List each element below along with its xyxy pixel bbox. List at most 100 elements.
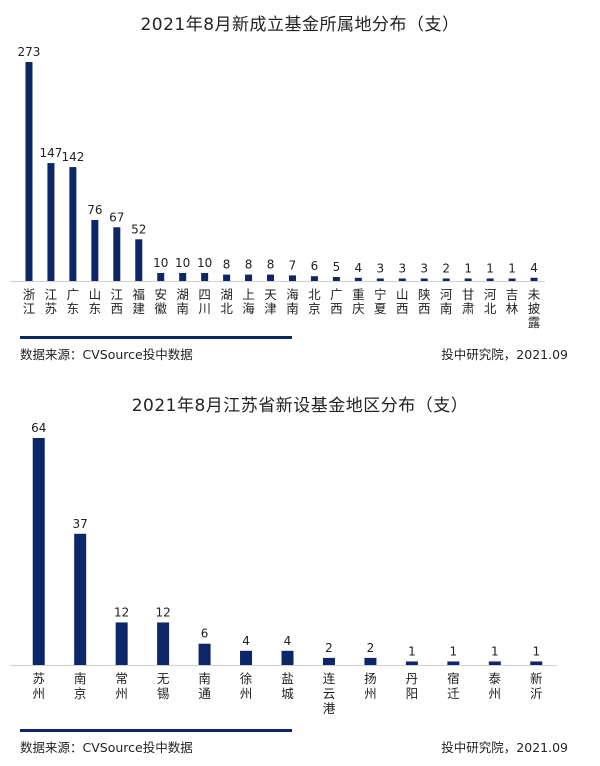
category-label: 陕西 bbox=[418, 287, 431, 316]
bar-福建 bbox=[135, 239, 143, 281]
value-label: 1 bbox=[408, 644, 416, 658]
chart-panel-2: 2021年8月江苏省新设基金地区分布（支） 64 苏州 37 南京 12 常州 12 无锡 6 南… bbox=[0, 383, 600, 766]
category-label: 海南 bbox=[286, 287, 299, 316]
category-label: 河北 bbox=[484, 287, 497, 316]
category-label: 甘肃 bbox=[462, 287, 475, 316]
category-label: 宿迁 bbox=[447, 671, 460, 701]
bar-南通 bbox=[198, 643, 211, 665]
category-label: 山西 bbox=[396, 287, 409, 316]
category-label: 湖北 bbox=[220, 287, 233, 316]
category-label: 江西 bbox=[111, 287, 124, 316]
bar-重庆 bbox=[354, 277, 362, 281]
category-label: 湖南 bbox=[176, 287, 189, 316]
bar-新沂 bbox=[530, 661, 543, 665]
value-label: 1 bbox=[508, 262, 516, 276]
category-label: 安徽 bbox=[154, 287, 167, 316]
value-label: 52 bbox=[131, 222, 146, 236]
category-label: 丹阳 bbox=[406, 671, 419, 701]
credit-label-1: 投中研究院，2021.09 bbox=[441, 347, 568, 362]
bar-天津 bbox=[267, 274, 275, 281]
category-label: 浙江 bbox=[23, 287, 36, 316]
value-label: 10 bbox=[175, 256, 190, 270]
bar-无锡 bbox=[157, 622, 170, 665]
chart-panel-1: 2021年8月新成立基金所属地分布（支） 273 浙江 147 江苏 142 广东 76 山东… bbox=[0, 0, 600, 380]
bar-吉林 bbox=[508, 278, 516, 281]
bar-苏州 bbox=[32, 438, 45, 665]
bar-甘肃 bbox=[464, 278, 472, 281]
category-label: 南京 bbox=[74, 671, 87, 701]
category-label: 盐城 bbox=[281, 671, 294, 701]
value-label: 76 bbox=[87, 203, 102, 217]
bar-丹阳 bbox=[405, 661, 418, 665]
category-label: 福建 bbox=[133, 287, 146, 316]
value-label: 4 bbox=[242, 634, 250, 648]
category-label: 苏州 bbox=[32, 671, 45, 701]
source-label-1: 数据来源：CVSource投中数据 bbox=[20, 347, 193, 362]
value-label: 2 bbox=[367, 641, 375, 655]
chart-title-2: 2021年8月江苏省新设基金地区分布（支） bbox=[131, 396, 469, 416]
category-label: 连云港 bbox=[323, 671, 336, 716]
bar-徐州 bbox=[240, 650, 253, 665]
value-label: 67 bbox=[109, 210, 124, 224]
bar-扬州 bbox=[364, 657, 377, 665]
value-label: 7 bbox=[289, 258, 297, 272]
value-label: 6 bbox=[201, 627, 209, 641]
bar-江西 bbox=[113, 227, 121, 281]
bar-广东 bbox=[69, 167, 77, 281]
value-label: 37 bbox=[73, 517, 88, 531]
category-label: 吉林 bbox=[506, 287, 519, 316]
value-label: 5 bbox=[333, 260, 341, 274]
category-label: 广西 bbox=[330, 287, 343, 316]
value-label: 3 bbox=[420, 262, 428, 276]
value-label: 1 bbox=[491, 644, 499, 658]
bar-常州 bbox=[115, 622, 128, 665]
bar-南京 bbox=[74, 533, 87, 665]
value-label: 6 bbox=[311, 259, 319, 273]
bar-海南 bbox=[288, 275, 296, 281]
bar-湖北 bbox=[223, 274, 231, 281]
bar-四川 bbox=[201, 272, 209, 281]
bar-泰州 bbox=[488, 661, 501, 665]
category-label: 山东 bbox=[89, 287, 102, 316]
category-label: 宁夏 bbox=[374, 287, 387, 316]
value-label: 3 bbox=[376, 262, 384, 276]
bar-湖南 bbox=[179, 272, 187, 281]
value-label: 1 bbox=[464, 262, 472, 276]
value-label: 273 bbox=[18, 45, 41, 59]
bar-广西 bbox=[332, 276, 340, 281]
bar-北京 bbox=[310, 276, 318, 281]
value-label: 147 bbox=[39, 146, 62, 160]
category-label: 北京 bbox=[308, 287, 321, 316]
category-label: 常州 bbox=[115, 671, 128, 701]
value-label: 64 bbox=[31, 421, 46, 435]
category-label: 江苏 bbox=[45, 287, 58, 316]
bar-江苏 bbox=[47, 163, 55, 281]
value-label: 10 bbox=[153, 256, 168, 270]
bar-河南 bbox=[442, 278, 450, 281]
value-label: 3 bbox=[398, 262, 406, 276]
bar-陕西 bbox=[420, 278, 428, 281]
value-label: 10 bbox=[197, 256, 212, 270]
value-label: 2 bbox=[325, 641, 333, 655]
value-label: 1 bbox=[486, 262, 494, 276]
category-label: 河南 bbox=[440, 287, 453, 316]
bar-浙江 bbox=[25, 62, 33, 281]
value-label: 4 bbox=[530, 261, 538, 275]
footer-accent-bar-2 bbox=[20, 729, 292, 732]
bar-安徽 bbox=[157, 272, 165, 281]
value-label: 4 bbox=[284, 634, 292, 648]
bar-盐城 bbox=[281, 650, 294, 665]
value-label: 1 bbox=[450, 644, 458, 658]
bar-上海 bbox=[245, 274, 253, 281]
category-label: 重庆 bbox=[352, 287, 365, 316]
value-label: 2 bbox=[442, 262, 450, 276]
category-label: 上海 bbox=[242, 287, 255, 316]
category-label: 泰州 bbox=[489, 671, 502, 701]
category-label: 无锡 bbox=[157, 671, 170, 701]
category-label: 四川 bbox=[198, 287, 211, 316]
value-label: 12 bbox=[114, 605, 129, 619]
category-label: 未披露 bbox=[528, 287, 541, 330]
bar-chart-1: 273浙江147江苏142广东76山东67江西52福建10安徽10湖南10四川8… bbox=[10, 45, 545, 330]
value-label: 12 bbox=[155, 605, 170, 619]
value-label: 142 bbox=[61, 150, 84, 164]
